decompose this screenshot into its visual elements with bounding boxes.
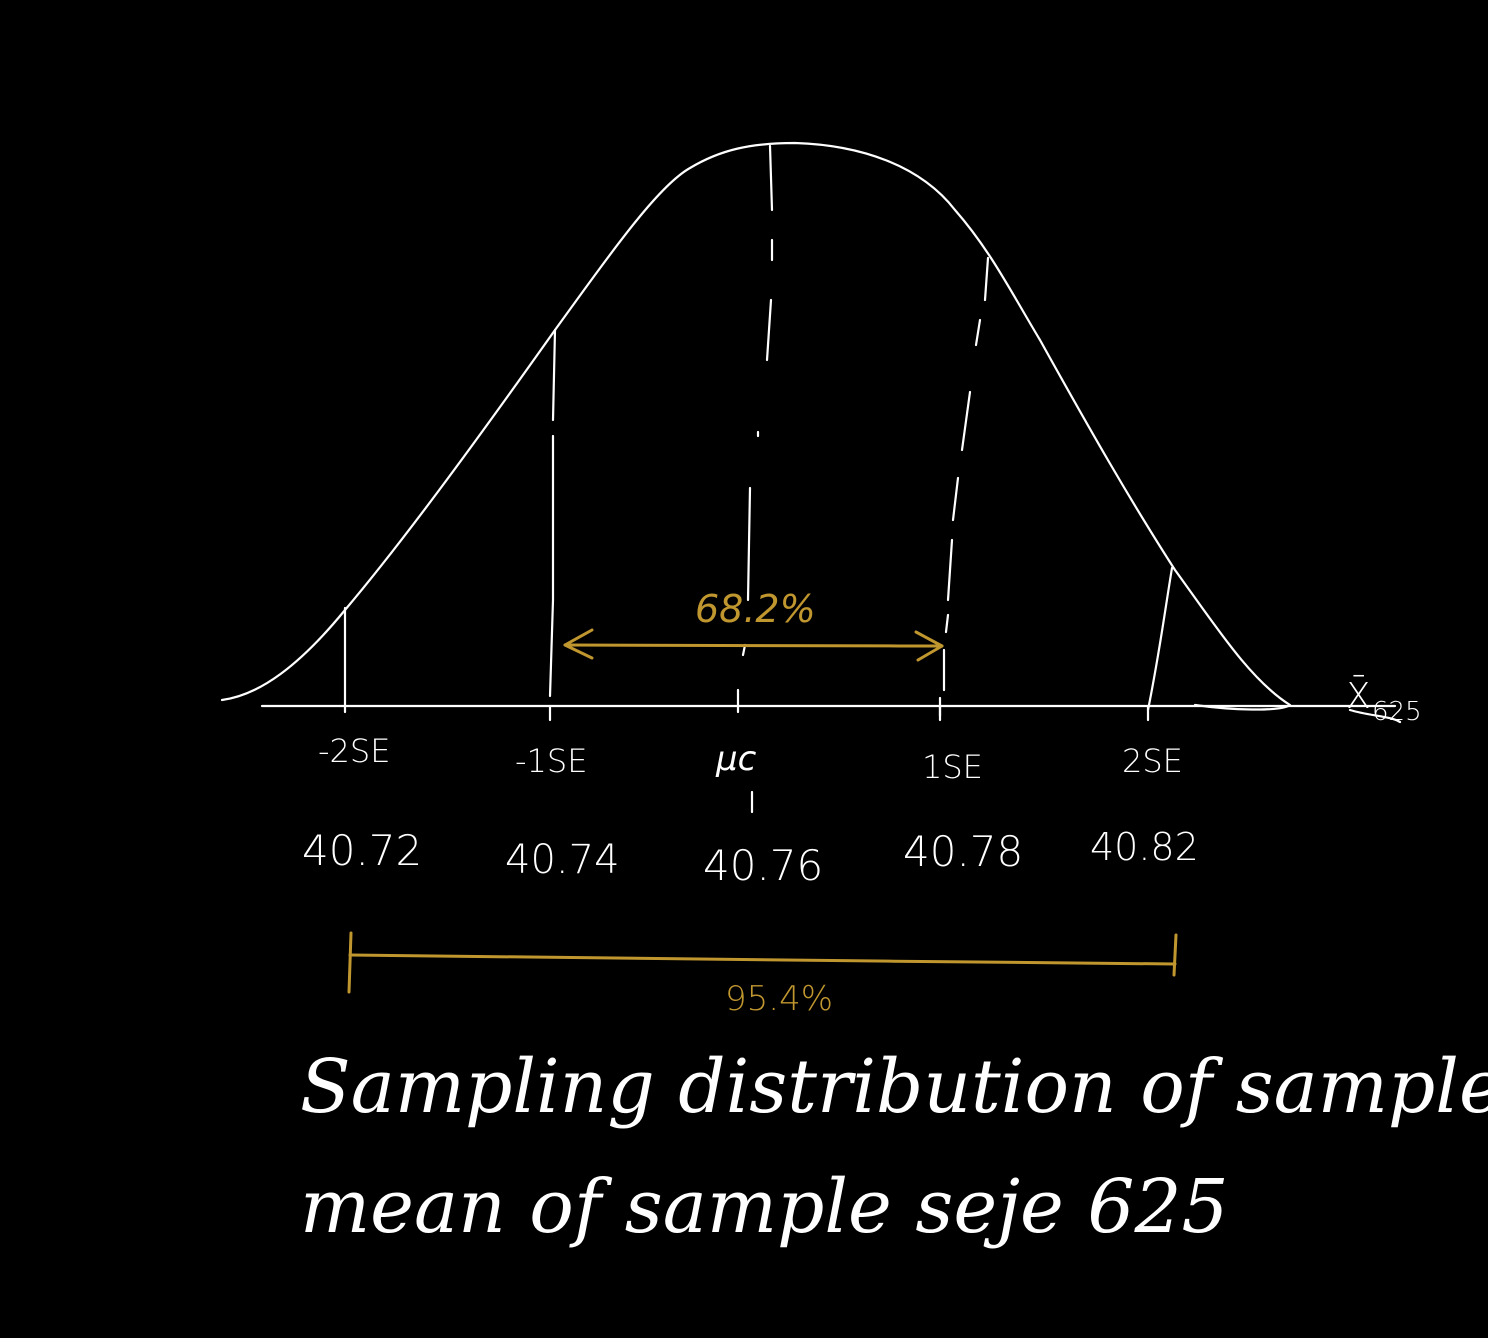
tick-label-mean: μc [715,739,757,779]
axis-variable-subscript: 625 [1372,697,1422,727]
outer-interval-bar [347,931,1178,994]
tick-label-plus-1se: 1SE [922,748,983,786]
tick-label-minus-2se: -2SE [318,732,390,770]
caption-line-2: mean of sample seje 625 [300,1164,1229,1250]
tick-value-minus-1se: 40.74 [505,837,620,883]
tick-value-minus-2se: 40.72 [302,826,422,875]
tick-value-plus-1se: 40.78 [903,827,1023,876]
outer-interval-label: 95.4% [725,979,833,1019]
mean-line-dashed [736,144,774,708]
normal-curve [220,141,1292,711]
tick-label-minus-1se: -1SE [515,742,587,780]
minus-1se-line [548,328,557,698]
tick-label-plus-2se: 2SE [1122,742,1183,780]
inner-interval-arrow [563,628,944,662]
tick-value-plus-2se: 40.82 [1090,825,1199,869]
axis-tail [1348,708,1402,724]
plus-1se-line-dashed [938,256,990,718]
plus-2se-line [1146,566,1174,712]
caption-line-1: Sampling distribution of sample [300,1044,1488,1130]
axis-variable-label: X̄ [1346,674,1371,717]
inner-interval-label: 68.2% [695,587,816,631]
tick-value-mean: 40.76 [703,841,823,890]
